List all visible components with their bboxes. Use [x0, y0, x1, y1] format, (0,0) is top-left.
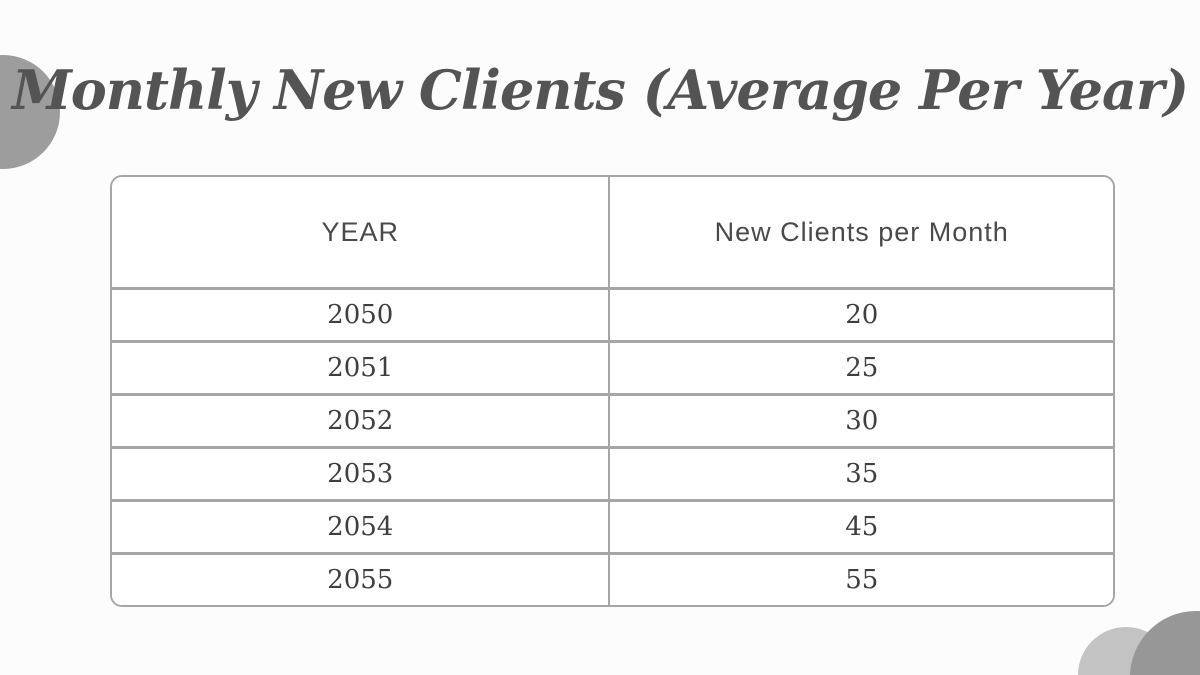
clients-cell: 20 — [608, 287, 1113, 342]
table-body: 2050 20 2051 25 2052 30 2053 35 2054 4 — [112, 287, 1113, 605]
table-row: 2051 25 — [112, 340, 1113, 395]
clients-cell: 45 — [608, 499, 1113, 554]
slide-title: Monthly New Clients (Average Per Year) — [11, 58, 1189, 122]
clients-cell: 55 — [608, 552, 1113, 605]
column-header-year: YEAR — [112, 177, 610, 289]
clients-cell: 25 — [608, 340, 1113, 395]
year-cell: 2052 — [112, 393, 610, 448]
table-header: YEAR New Clients per Month — [112, 177, 1113, 289]
table-row: 2050 20 — [112, 287, 1113, 342]
table-row: 2052 30 — [112, 393, 1113, 448]
year-cell: 2051 — [112, 340, 610, 395]
table-row: 2055 55 — [112, 552, 1113, 605]
table-row: 2053 35 — [112, 446, 1113, 501]
table-row: 2054 45 — [112, 499, 1113, 554]
clients-cell: 30 — [608, 393, 1113, 448]
column-header-new-clients: New Clients per Month — [608, 177, 1113, 289]
clients-table: YEAR New Clients per Month 2050 20 2051 … — [112, 177, 1113, 605]
clients-cell: 35 — [608, 446, 1113, 501]
year-cell: 2055 — [112, 552, 610, 605]
year-cell: 2053 — [112, 446, 610, 501]
year-cell: 2050 — [112, 287, 610, 342]
decorative-circle-bottom-dark — [1130, 611, 1200, 675]
clients-table-container: YEAR New Clients per Month 2050 20 2051 … — [110, 175, 1115, 607]
header-row: YEAR New Clients per Month — [112, 177, 1113, 289]
year-cell: 2054 — [112, 499, 610, 554]
